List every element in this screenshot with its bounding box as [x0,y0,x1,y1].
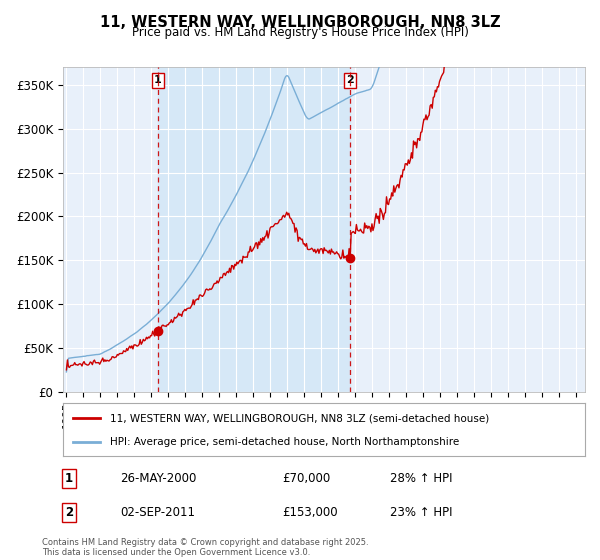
Text: 1: 1 [65,472,73,486]
Text: Contains HM Land Registry data © Crown copyright and database right 2025.
This d: Contains HM Land Registry data © Crown c… [42,538,368,557]
Text: 11, WESTERN WAY, WELLINGBOROUGH, NN8 3LZ: 11, WESTERN WAY, WELLINGBOROUGH, NN8 3LZ [100,15,500,30]
Text: Price paid vs. HM Land Registry's House Price Index (HPI): Price paid vs. HM Land Registry's House … [131,26,469,39]
Text: 2: 2 [65,506,73,519]
Text: £70,000: £70,000 [282,472,330,486]
Text: 11, WESTERN WAY, WELLINGBOROUGH, NN8 3LZ (semi-detached house): 11, WESTERN WAY, WELLINGBOROUGH, NN8 3LZ… [110,413,489,423]
Bar [158,67,350,392]
Text: 1: 1 [154,76,162,85]
Text: 02-SEP-2011: 02-SEP-2011 [120,506,195,519]
Text: 23% ↑ HPI: 23% ↑ HPI [390,506,452,519]
Text: 28% ↑ HPI: 28% ↑ HPI [390,472,452,486]
Text: 2: 2 [346,76,354,85]
Text: HPI: Average price, semi-detached house, North Northamptonshire: HPI: Average price, semi-detached house,… [110,436,459,446]
Text: £153,000: £153,000 [282,506,338,519]
Text: 26-MAY-2000: 26-MAY-2000 [120,472,196,486]
